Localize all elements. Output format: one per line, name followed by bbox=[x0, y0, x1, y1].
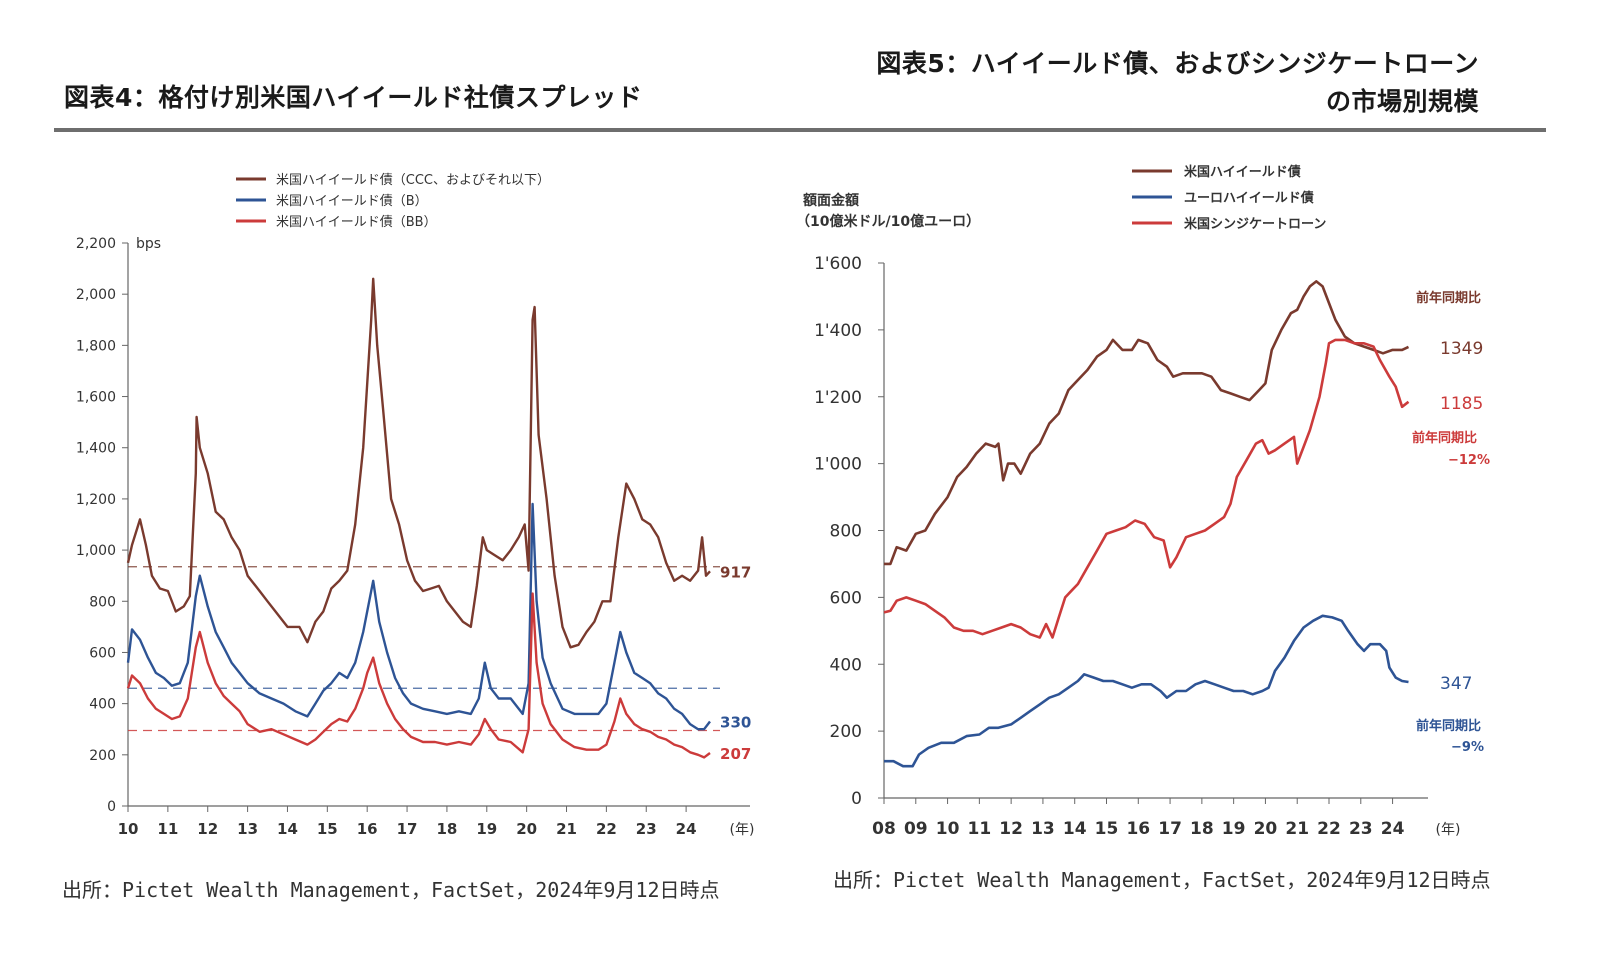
fig5-x-tick-label: 11 bbox=[968, 819, 992, 839]
fig4-x-tick-label: 14 bbox=[277, 820, 298, 838]
fig5-annotation-euro-hy-line2: −9% bbox=[1451, 740, 1484, 755]
fig5-x-unit-label: (年) bbox=[1436, 822, 1461, 838]
fig4-legend-label: 米国ハイイールド債（BB） bbox=[276, 215, 437, 230]
fig5-x-tick-label: 22 bbox=[1317, 819, 1341, 839]
fig4-x-tick-label: 15 bbox=[317, 820, 338, 838]
fig4-end-value-label: 207 bbox=[720, 745, 751, 763]
fig5-source: 出所：Pictet Wealth Management，FactSet，2024… bbox=[833, 868, 1491, 892]
fig4-series-line bbox=[126, 592, 711, 759]
fig4-y-tick-label: 1,200 bbox=[76, 492, 116, 508]
fig5-x-tick-label: 16 bbox=[1126, 819, 1150, 839]
fig5-x-tick-label: 19 bbox=[1222, 819, 1246, 839]
fig5-y-unit-label-line1: 額面金額 bbox=[802, 192, 859, 209]
fig5-end-value-label: 1185 bbox=[1440, 394, 1483, 414]
fig5-end-value-label: 347 bbox=[1440, 674, 1472, 694]
fig4-x-tick-label: 24 bbox=[676, 820, 697, 838]
fig4-x-tick-label: 17 bbox=[397, 820, 418, 838]
fig4-x-tick-label: 19 bbox=[476, 820, 497, 838]
fig4-y-tick-label: 600 bbox=[89, 645, 116, 661]
fig4-series-line bbox=[126, 277, 711, 649]
fig5-x-tick-label: 12 bbox=[999, 819, 1023, 839]
fig4-x-tick-label: 23 bbox=[636, 820, 657, 838]
fig4-y-tick-label: 2,000 bbox=[76, 287, 116, 303]
fig4-x-tick-label: 16 bbox=[357, 820, 378, 838]
fig5-annotation-us-hy: 前年同期比 bbox=[1416, 290, 1481, 306]
fig5-title-line2: の市場別規模 bbox=[1325, 87, 1479, 116]
fig5-y-tick-label: 200 bbox=[830, 722, 862, 742]
fig4-y-tick-label: 0 bbox=[107, 799, 116, 815]
fig5-x-tick-label: 13 bbox=[1031, 819, 1055, 839]
fig5-x-tick-label: 24 bbox=[1381, 819, 1405, 839]
fig5-x-tick-label: 10 bbox=[936, 819, 960, 839]
fig4-legend-label: 米国ハイイールド債（CCC、およびそれ以下） bbox=[276, 173, 550, 188]
fig4-title: 図表4：格付け別米国ハイイールド社債スプレッド bbox=[64, 83, 643, 112]
fig5-title-line1: 図表5：ハイイールド債、およびシンジケートローン bbox=[876, 49, 1479, 78]
fig5-y-tick-label: 0 bbox=[851, 789, 862, 809]
fig4-y-tick-label: 1,600 bbox=[76, 390, 116, 406]
fig4-legend-label: 米国ハイイールド債（B） bbox=[276, 194, 428, 209]
fig5-annotation-loans-line2: −12% bbox=[1448, 453, 1490, 468]
fig5-y-tick-label: 1'000 bbox=[814, 455, 862, 475]
fig4-series-line bbox=[126, 502, 711, 731]
fig4-x-unit-label: (年) bbox=[730, 822, 755, 838]
fig5-x-tick-label: 20 bbox=[1254, 819, 1278, 839]
fig5-y-tick-label: 1'200 bbox=[814, 388, 862, 408]
fig4-x-tick-label: 12 bbox=[197, 820, 218, 838]
fig5-x-tick-label: 23 bbox=[1349, 819, 1373, 839]
fig5-series-line bbox=[884, 280, 1410, 566]
fig4-x-tick-label: 18 bbox=[436, 820, 457, 838]
fig5-y-tick-label: 1'600 bbox=[814, 254, 862, 274]
fig4-x-tick-label: 21 bbox=[556, 820, 577, 838]
fig4-x-tick-label: 22 bbox=[596, 820, 617, 838]
fig4-x-tick-label: 11 bbox=[157, 820, 178, 838]
fig5-legend-label: 米国シンジケートローン bbox=[1184, 216, 1326, 232]
fig4-end-value-label: 330 bbox=[720, 714, 751, 732]
fig5-legend-label: ユーロハイイールド債 bbox=[1184, 190, 1314, 206]
fig4-x-tick-label: 20 bbox=[516, 820, 537, 838]
fig4-y-tick-label: 400 bbox=[89, 697, 116, 713]
fig4-y-tick-label: 200 bbox=[89, 748, 116, 764]
fig5-y-tick-label: 1'400 bbox=[814, 321, 862, 341]
fig5-x-tick-label: 08 bbox=[872, 819, 896, 839]
fig5-x-tick-label: 15 bbox=[1095, 819, 1119, 839]
fig5-annotation-euro-hy-line1: 前年同期比 bbox=[1416, 718, 1481, 734]
fig5-x-tick-label: 21 bbox=[1285, 819, 1309, 839]
fig5-end-value-label: 1349 bbox=[1440, 339, 1483, 359]
fig5-y-tick-label: 600 bbox=[830, 588, 862, 608]
fig4-x-tick-label: 10 bbox=[118, 820, 139, 838]
fig4-x-tick-label: 13 bbox=[237, 820, 258, 838]
fig5-y-tick-label: 400 bbox=[830, 655, 862, 675]
fig5-x-tick-label: 14 bbox=[1063, 819, 1087, 839]
fig5-y-tick-label: 800 bbox=[830, 522, 862, 542]
fig4-end-value-label: 917 bbox=[720, 563, 751, 581]
fig5-legend-label: 米国ハイイールド債 bbox=[1184, 164, 1301, 180]
fig4-source: 出所：Pictet Wealth Management，FactSet，2024… bbox=[62, 878, 720, 902]
fig4-y-tick-label: 2,200 bbox=[76, 236, 116, 252]
fig5-series-line bbox=[883, 338, 1410, 639]
fig4-y-tick-label: 1,400 bbox=[76, 441, 116, 457]
fig4-y-tick-label: 800 bbox=[89, 594, 116, 610]
fig5-x-tick-label: 18 bbox=[1190, 819, 1214, 839]
fig5-series-line bbox=[884, 614, 1409, 768]
fig4-y-unit-label: bps bbox=[136, 236, 161, 252]
fig4-y-tick-label: 1,800 bbox=[76, 338, 116, 354]
fig5-y-unit-label-line2: （10億米ドル/10億ユーロ） bbox=[796, 213, 980, 230]
fig4-y-tick-label: 1,000 bbox=[76, 543, 116, 559]
title-divider bbox=[54, 128, 1546, 132]
fig5-annotation-loans-line1: 前年同期比 bbox=[1412, 430, 1477, 446]
fig5-x-tick-label: 17 bbox=[1158, 819, 1182, 839]
fig5-x-tick-label: 09 bbox=[904, 819, 928, 839]
